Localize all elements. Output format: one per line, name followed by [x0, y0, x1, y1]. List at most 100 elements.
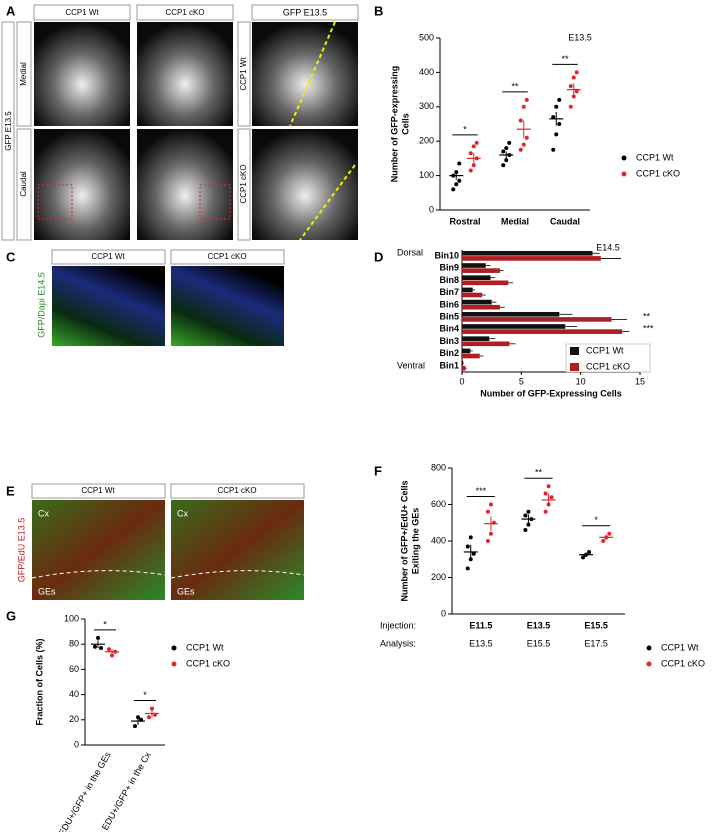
data-point — [518, 118, 523, 123]
data-point — [557, 97, 562, 102]
axis-end-label: Dorsal — [397, 247, 423, 257]
side-box — [237, 128, 251, 241]
data-point — [526, 522, 531, 527]
legend-marker — [621, 155, 627, 161]
significance-label: ** — [643, 311, 651, 321]
legend-swatch — [570, 363, 579, 371]
x-tick-label: 10 — [576, 376, 586, 386]
data-point — [546, 484, 551, 489]
micrograph — [34, 129, 130, 240]
row-label: Caudal — [19, 171, 28, 197]
y-tick-label: 0 — [429, 204, 434, 214]
x-tick-label: E11.5 — [469, 620, 492, 630]
data-point — [554, 104, 559, 109]
significance-label: * — [103, 619, 107, 629]
bar — [462, 268, 500, 273]
region-label: GEs — [38, 586, 56, 596]
bar — [462, 280, 509, 286]
x-axis-label: Number of GFP-Expressing Cells — [480, 388, 622, 398]
data-point — [574, 70, 579, 75]
micrograph — [52, 266, 165, 346]
x-tick-label-analysis: E17.5 — [584, 638, 608, 648]
data-point — [501, 163, 506, 168]
header-box — [170, 249, 285, 265]
legend-label: CCP1 Wt — [636, 152, 674, 162]
bar — [462, 329, 623, 334]
y-tick-label: Bin9 — [439, 263, 459, 273]
side-box — [1, 21, 15, 241]
data-point — [501, 149, 506, 154]
significance-label: *** — [476, 486, 487, 496]
data-point — [574, 89, 579, 94]
y-tick-label: Bin2 — [439, 348, 459, 358]
x-tick-label-analysis: E15.5 — [527, 638, 551, 648]
side-box — [16, 21, 32, 127]
micrograph — [34, 22, 130, 126]
panel-letter: C — [6, 249, 16, 264]
y-tick-label: 400 — [419, 67, 434, 77]
data-point — [526, 509, 531, 514]
column-header: CCP1 Wt — [81, 486, 115, 495]
micrograph — [252, 129, 358, 240]
y-axis-label: Exiting the GEs — [410, 508, 420, 575]
data-point — [551, 147, 556, 152]
legend-marker — [646, 661, 652, 667]
boundary-line — [170, 570, 305, 579]
data-point — [96, 635, 100, 640]
panel-c: C CCP1 Wt CCP1 cKO GFP/Dapi E14.5 — [6, 249, 285, 346]
region-label: Cx — [38, 508, 49, 518]
bar — [462, 353, 480, 359]
data-point — [457, 161, 462, 166]
inset-header: GFP E13.5 — [283, 7, 327, 17]
panel-letter: G — [6, 608, 16, 623]
annotation: E14.5 — [596, 242, 620, 252]
boundary-line — [31, 570, 166, 579]
data-point — [451, 187, 456, 192]
bar — [462, 311, 560, 317]
legend-label: CCP1 Wt — [661, 642, 699, 652]
data-point — [518, 147, 523, 152]
data-point — [504, 158, 509, 163]
y-tick-label: 0 — [74, 739, 79, 749]
data-point — [504, 146, 509, 151]
y-tick-label: Bin5 — [439, 311, 459, 321]
data-point — [150, 706, 154, 711]
significance-label: * — [463, 124, 467, 134]
micrograph — [32, 500, 165, 600]
y-axis-label: Fraction of Cells (%) — [34, 638, 44, 725]
column-header: CCP1 cKO — [207, 252, 246, 261]
panel-letter: D — [374, 249, 383, 264]
header-box — [136, 4, 234, 21]
header-box — [170, 483, 305, 499]
data-point — [581, 555, 586, 560]
significance-label: *** — [643, 324, 654, 334]
annotation: E13.5 — [568, 32, 592, 42]
header-box — [251, 4, 359, 21]
bar — [462, 256, 601, 261]
data-point — [465, 544, 470, 549]
panel-e: E CCP1 Wt CCP1 cKO GFP/EdU E13.5 Cx GEs … — [6, 483, 305, 600]
y-axis-label: Number of GFP-expressing — [389, 66, 399, 183]
data-point — [93, 644, 97, 649]
bar — [462, 341, 510, 347]
x-tick-label: E13.5 — [527, 620, 551, 630]
data-point — [471, 551, 476, 556]
data-point — [568, 104, 573, 109]
legend-label: CCP1 cKO — [636, 168, 680, 178]
y-tick-label: 20 — [69, 714, 79, 724]
y-axis-label: Number of GFP+/EdU+ Cells — [399, 480, 409, 601]
y-tick-label: 800 — [431, 462, 446, 472]
region-label: GEs — [177, 586, 195, 596]
data-point — [99, 645, 103, 650]
axis-end-label: Ventral — [397, 360, 425, 370]
y-tick-label: 600 — [431, 499, 446, 509]
bar — [462, 287, 473, 293]
y-tick-label: Bin1 — [439, 360, 459, 370]
y-tick-label: 400 — [431, 535, 446, 545]
legend-marker — [171, 645, 177, 651]
y-tick-label: 100 — [419, 170, 434, 180]
data-point — [554, 132, 559, 137]
panel-letter: E — [6, 483, 15, 498]
y-tick-label: 200 — [431, 572, 446, 582]
data-point — [107, 647, 111, 652]
